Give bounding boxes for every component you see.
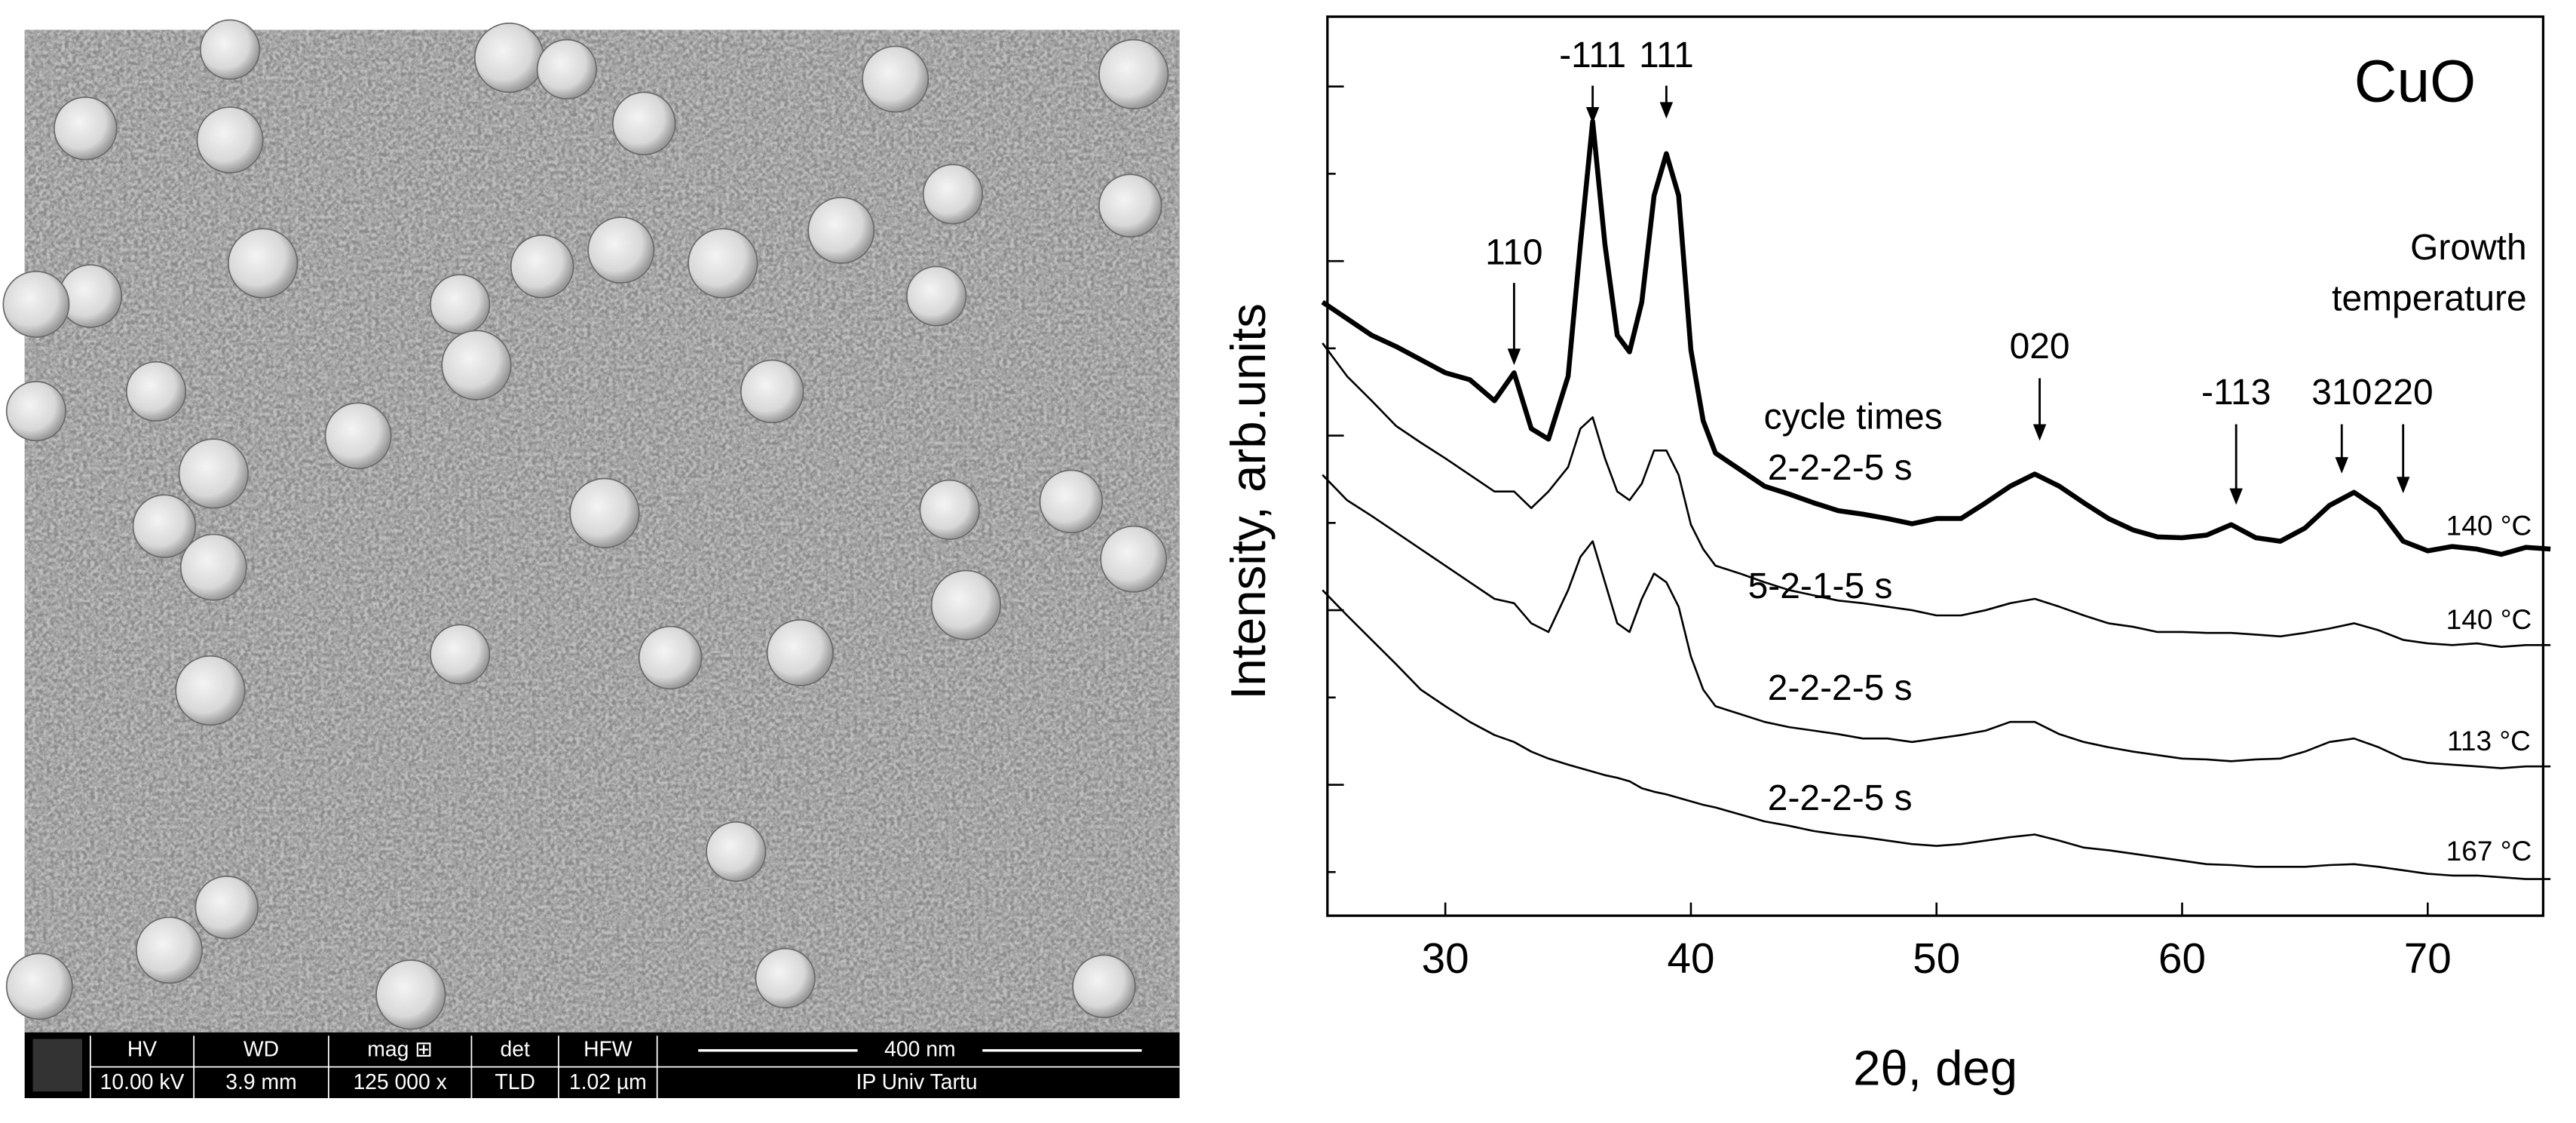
particle [175, 655, 246, 726]
scale-bar-label: 400 nm [884, 1037, 955, 1061]
particle [195, 875, 259, 940]
particle [1100, 525, 1168, 593]
particle [536, 38, 597, 100]
info-value: 10.00 kV [100, 1070, 185, 1094]
particle [706, 821, 767, 882]
peak-arrowhead [2229, 488, 2243, 505]
peak-label: -111 [1559, 35, 1626, 75]
info-bar: HV 10.00 kV WD 3.9 mm mag ⊞ 125 000 x det TLD HF… [24, 1032, 1180, 1099]
temperature-label: 113 °C [2447, 725, 2531, 756]
x-tick-label: 30 [1422, 935, 1469, 983]
plot-frame [1326, 15, 2545, 917]
temperature-label: 167 °C [2446, 835, 2532, 867]
series-label: 2-2-2-5 s [1768, 778, 1913, 818]
x-tick-label: 50 [1913, 935, 1960, 983]
xrd-curve [1322, 474, 2551, 769]
particle [930, 569, 1002, 640]
particle [196, 106, 264, 173]
particle [688, 228, 758, 299]
peak-label: 111 [1639, 35, 1694, 75]
particle [569, 477, 640, 548]
xrd-curve [1322, 342, 2551, 648]
x-tick-label: 60 [2158, 935, 2206, 983]
chart-title: CuO [2354, 48, 2476, 114]
particle [2, 270, 70, 338]
temperature-label: 140 °C [2446, 603, 2532, 635]
particle [1039, 469, 1104, 534]
info-value: 1.02 µm [569, 1070, 647, 1094]
particle [919, 479, 980, 540]
cycle-label: cycle times [1764, 397, 1943, 437]
peak-arrowhead [2335, 457, 2348, 474]
info-header: HV [127, 1037, 157, 1061]
peak-label: -113 [2201, 373, 2271, 413]
info-header: HFW [584, 1037, 633, 1061]
particle [179, 533, 247, 601]
sem-image [2, 19, 1180, 1032]
particle [1072, 954, 1136, 1019]
particle [587, 216, 655, 284]
particle [136, 916, 203, 984]
particle [807, 196, 875, 264]
x-tick-label: 40 [1667, 935, 1714, 983]
legend-title: temperature [2332, 279, 2526, 319]
particle [473, 22, 545, 94]
peak-label: 110 [1485, 233, 1542, 273]
lab-label: IP Univ Tartu [856, 1070, 977, 1094]
particle [906, 265, 967, 327]
info-bar-bg [24, 1032, 1180, 1099]
particle [1098, 38, 1169, 109]
particle [755, 947, 816, 1009]
particle [430, 274, 491, 335]
info-value: TLD [495, 1070, 535, 1094]
particle [510, 235, 574, 299]
particle [199, 19, 261, 80]
particle [324, 402, 392, 470]
particle [228, 228, 299, 299]
info-header: det [501, 1037, 530, 1061]
series-label: 2-2-2-5 s [1768, 668, 1913, 708]
particle [862, 45, 930, 113]
particle [5, 953, 73, 1020]
info-header: WD [244, 1037, 279, 1061]
y-axis-label: Intensity, arb.units [1221, 303, 1276, 700]
peak-label: 220 [2373, 373, 2434, 413]
peak-arrowhead [1585, 106, 1600, 124]
info-header: mag ⊞ [367, 1037, 433, 1061]
series-label: 5-2-1-5 s [1748, 566, 1893, 606]
peak-arrowhead [1659, 102, 1674, 119]
peak-label: 020 [2010, 327, 2070, 367]
particle [740, 359, 804, 424]
peak-arrowhead [2032, 424, 2047, 441]
x-tick-label: 70 [2404, 935, 2452, 983]
scale-bar-label-bg [857, 1039, 983, 1063]
temperature-label: 140 °C [2446, 510, 2532, 542]
x-axis-label: 2θ, deg [1853, 1040, 2017, 1095]
legend-title: Growth [2410, 228, 2527, 268]
particle [125, 361, 187, 422]
particle [54, 97, 118, 161]
info-value: 125 000 x [353, 1070, 446, 1094]
xrd-chart: CuO 2θ, deg Intensity, arb.units Growth … [1221, 15, 2551, 1095]
particle [638, 625, 703, 690]
particle [132, 494, 197, 558]
particle [766, 618, 834, 686]
particle [5, 381, 67, 442]
particle [922, 164, 984, 225]
peak-label: 310 [2311, 373, 2372, 413]
xrd-curve [1322, 589, 2551, 880]
particle [430, 624, 491, 685]
particle [375, 959, 446, 1030]
logo [32, 1039, 82, 1092]
info-value: 3.9 mm [225, 1070, 296, 1094]
peak-arrowhead [2397, 477, 2410, 494]
particle [178, 438, 249, 509]
particle [611, 91, 676, 156]
xrd-curve [1321, 118, 2551, 557]
particle [1098, 173, 1162, 238]
particle [441, 330, 512, 400]
peak-arrowhead [1507, 348, 1521, 366]
series-label: 2-2-2-5 s [1768, 448, 1913, 488]
